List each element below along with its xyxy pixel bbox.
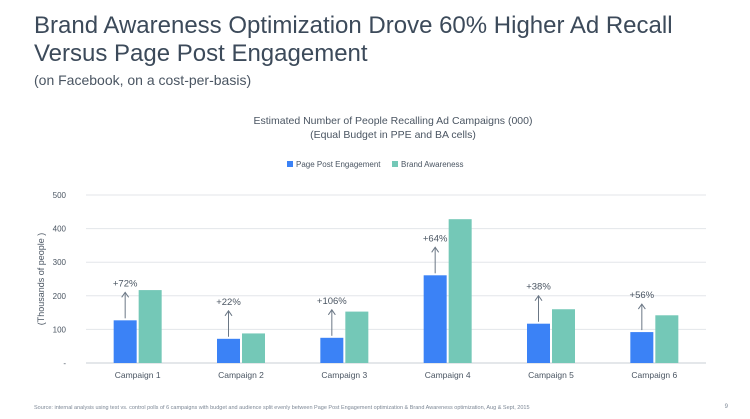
x-tick-label: Campaign 5 [528, 370, 574, 380]
x-tick-label: Campaign 1 [115, 370, 161, 380]
y-axis-ticks: - 100 200 300 400 500 [53, 191, 67, 368]
y-tick-label: 500 [53, 191, 67, 200]
subheadline: (on Facebook, on a cost-per-basis) [34, 72, 252, 88]
annotation-label: +72% [113, 278, 138, 289]
bar-page-post-engagement [630, 332, 654, 363]
y-tick-label: 300 [53, 258, 67, 267]
annotation-label: +22% [216, 297, 241, 308]
source-note: Source: internal analysis using test vs.… [34, 405, 530, 411]
annotation-label: +38% [526, 282, 551, 293]
annotation-label: +64% [423, 233, 448, 244]
annotations: +72% +22% +106% +64% +38% +56% [113, 233, 655, 337]
gridlines [86, 194, 706, 364]
y-tick-label: 100 [53, 325, 67, 334]
y-axis-label: (Thousands of people ) [36, 233, 46, 326]
x-tick-label: Campaign 2 [218, 370, 264, 380]
x-axis-ticks: Campaign 1 Campaign 2 Campaign 3 Campaign 4… [115, 370, 678, 380]
arrow-head [431, 246, 440, 253]
arrow-head [327, 308, 336, 316]
y-tick-label: - [63, 359, 66, 368]
arrow-head [534, 294, 543, 301]
bar-brand-awareness [345, 311, 369, 363]
bar-brand-awareness [242, 333, 265, 363]
x-tick-label: Campaign 6 [631, 370, 677, 380]
arrow-head [121, 291, 130, 298]
legend-swatch [287, 161, 293, 167]
bar-brand-awareness [448, 219, 472, 363]
bars [113, 219, 679, 363]
chart-title: Estimated Number of People Recalling Ad … [254, 115, 533, 127]
legend: Page Post Engagement Brand Awareness [287, 160, 464, 169]
bar-brand-awareness [138, 290, 162, 363]
arrow-head [637, 303, 646, 310]
bar-page-post-engagement [423, 275, 447, 363]
arrow-head [224, 309, 233, 317]
x-tick-label: Campaign 3 [321, 370, 367, 380]
bar-page-post-engagement [320, 337, 344, 363]
bar-chart: Estimated Number of People Recalling Ad … [36, 115, 706, 380]
headline: Brand Awareness Optimization Drove 60% H… [34, 12, 673, 67]
bar-page-post-engagement [113, 320, 137, 363]
legend-label: Page Post Engagement [296, 160, 381, 169]
page-number: 9 [724, 404, 728, 410]
annotation-label: +56% [630, 290, 655, 301]
x-tick-label: Campaign 4 [425, 370, 471, 380]
bar-brand-awareness [552, 309, 575, 363]
bar-brand-awareness [655, 315, 679, 363]
y-tick-label: 400 [53, 225, 67, 234]
y-tick-label: 200 [53, 292, 67, 301]
legend-swatch [392, 161, 398, 167]
bar-page-post-engagement [217, 338, 240, 363]
chart-subtitle: (Equal Budget in PPE and BA cells) [310, 129, 476, 141]
bar-page-post-engagement [527, 323, 550, 363]
legend-label: Brand Awareness [401, 160, 464, 169]
annotation-label: +106% [317, 296, 347, 307]
